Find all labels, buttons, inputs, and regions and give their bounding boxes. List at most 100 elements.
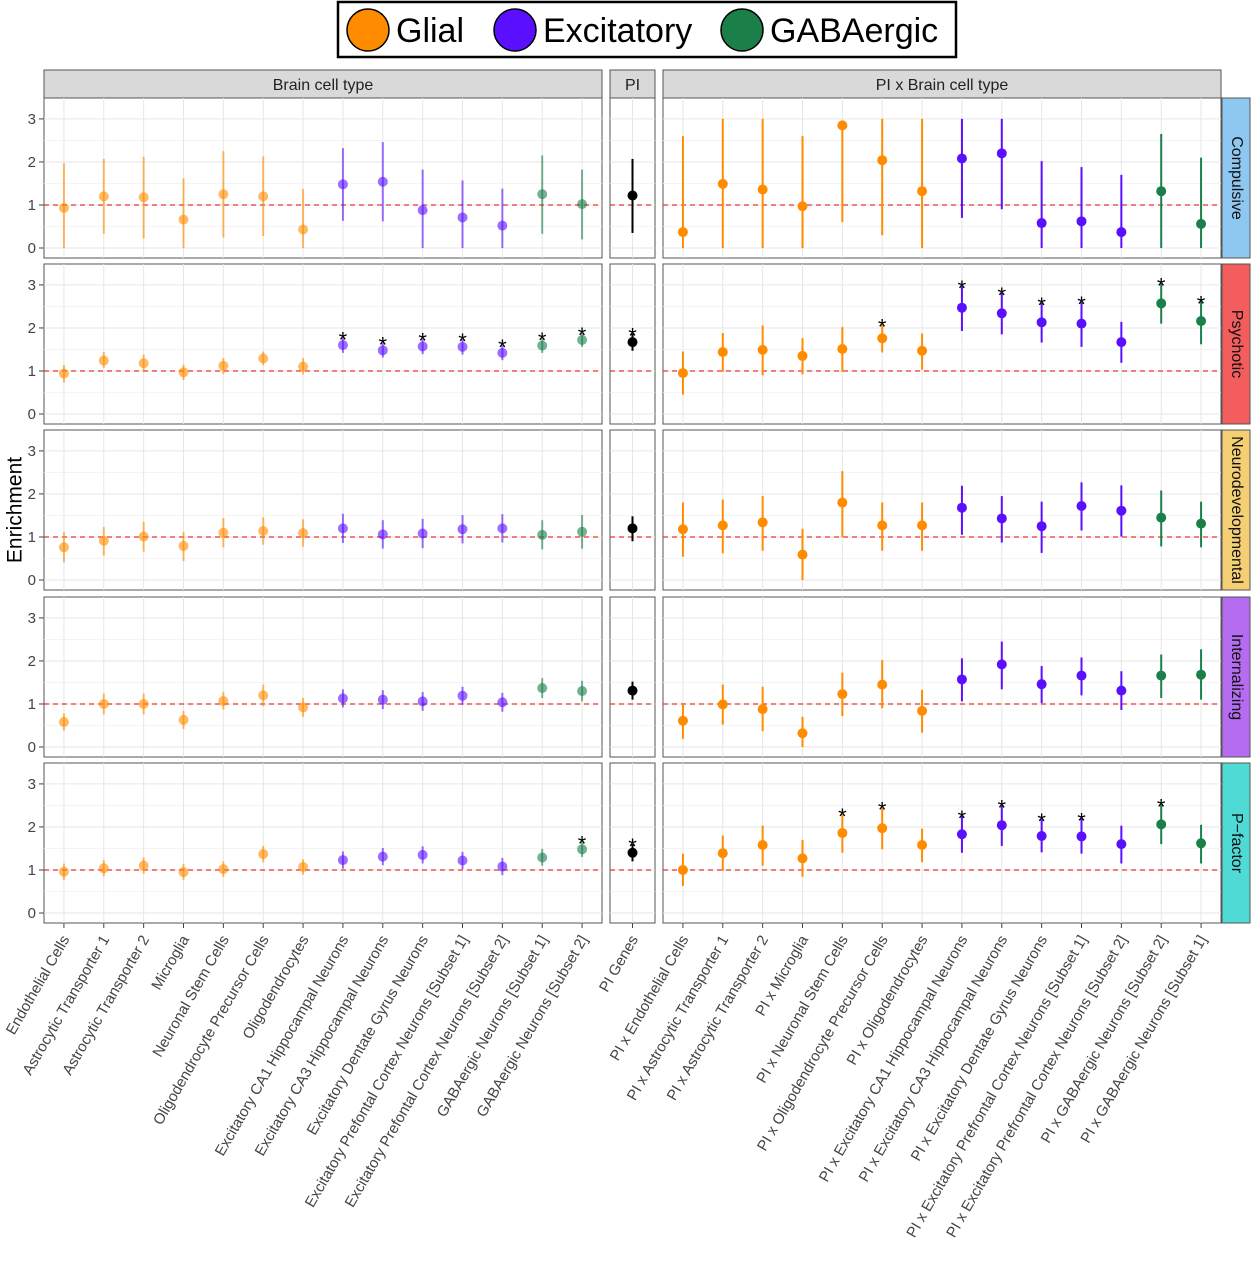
data-point (178, 214, 189, 225)
data-point (58, 542, 69, 553)
significance-star: * (958, 806, 967, 831)
data-point (1156, 512, 1167, 523)
data-point (1076, 831, 1087, 842)
data-point (677, 715, 688, 726)
data-point (1116, 839, 1127, 850)
data-point (457, 855, 468, 866)
data-point (98, 355, 109, 366)
panel-bg (43, 263, 603, 425)
data-point (178, 714, 189, 725)
data-point (717, 699, 728, 710)
legend-label-1: Excitatory (543, 12, 692, 50)
significance-star: * (1037, 293, 1046, 318)
panel-2-0 (43, 429, 603, 591)
significance-star: * (998, 283, 1007, 308)
data-point (717, 347, 728, 358)
data-point (497, 697, 508, 708)
column-strip-label-1: PI (625, 77, 640, 94)
data-point (457, 524, 468, 535)
y-tick-label-2-3: 3 (28, 443, 36, 460)
y-tick-label-0-1: 1 (28, 197, 36, 214)
data-point (218, 527, 229, 538)
data-point (717, 848, 728, 859)
data-point (577, 844, 588, 855)
data-point (1076, 318, 1087, 329)
data-point (258, 353, 269, 364)
column-strip-2 (662, 69, 1222, 99)
significance-star: * (1037, 809, 1046, 834)
data-point (298, 528, 309, 539)
data-point (917, 840, 928, 851)
data-point (1116, 505, 1127, 516)
data-point (757, 840, 768, 851)
data-point (877, 679, 888, 690)
data-point (1036, 830, 1047, 841)
data-point (497, 347, 508, 358)
panel-1-2: * * * * * * * (662, 263, 1222, 425)
data-point (497, 220, 508, 231)
data-point (1156, 298, 1167, 309)
x-tick-label: Microglia (148, 932, 193, 993)
panel-3-0 (43, 596, 603, 758)
data-point (98, 535, 109, 546)
data-point (627, 847, 638, 858)
column-strip-0 (43, 69, 603, 99)
y-tick-label-3-1: 1 (28, 696, 36, 713)
data-point (58, 866, 69, 877)
data-point (178, 541, 189, 552)
data-point (1076, 216, 1087, 227)
data-point (1156, 186, 1167, 197)
legend-key-1 (493, 8, 537, 52)
legend-box (336, 0, 958, 59)
data-point (58, 368, 69, 379)
significance-star: * (538, 328, 547, 353)
legend-label-2: GABAergic (770, 12, 938, 50)
data-point (457, 212, 468, 223)
y-tick-label-3-3: 3 (28, 610, 36, 627)
data-point (98, 863, 109, 874)
data-point (996, 659, 1007, 670)
y-tick-label-4-0: 0 (28, 905, 36, 922)
x-tick-label: PI x Excitatory CA1 Hippocampal Neurons (816, 933, 972, 1186)
data-point (956, 674, 967, 685)
data-point (1196, 316, 1207, 327)
data-point (457, 690, 468, 701)
panel-bg (43, 429, 603, 591)
data-point (218, 189, 229, 200)
data-point (917, 705, 928, 716)
row-strips: Compulsive Psychotic Neurodevelopmental Int… (1221, 97, 1251, 924)
row-strip-label-2: Neurodevelopmental (1228, 436, 1245, 584)
data-point (1156, 819, 1167, 830)
data-point (1036, 521, 1047, 532)
data-point (1196, 838, 1207, 849)
legend-key-2 (720, 8, 764, 52)
data-point (877, 520, 888, 531)
row-strip-0 (1221, 97, 1251, 259)
data-point (138, 358, 149, 369)
data-point (877, 155, 888, 166)
panel-0-0 (43, 97, 603, 259)
data-point (377, 345, 388, 356)
data-point (537, 340, 548, 351)
data-point (996, 513, 1007, 524)
data-point (877, 333, 888, 344)
panel-bg (662, 762, 1222, 924)
y-axis: Enrichment 0 1 2 3 0 1 2 3 0 1 2 3 0 1 2 3 0 1 2 3 (4, 111, 44, 922)
data-point (417, 205, 428, 216)
panel-4-0: * (43, 762, 603, 924)
data-point (627, 523, 638, 534)
data-point (996, 148, 1007, 159)
significance-star: * (339, 327, 348, 352)
column-strip-label-0: Brain cell type (273, 77, 374, 94)
significance-star: * (498, 335, 507, 360)
data-point (58, 202, 69, 213)
data-point (497, 523, 508, 534)
data-point (537, 529, 548, 540)
data-point (218, 360, 229, 371)
significance-star: * (878, 314, 887, 339)
data-point (627, 685, 638, 696)
data-point (337, 693, 348, 704)
y-tick-label-4-2: 2 (28, 819, 36, 836)
y-tick-label-1-3: 3 (28, 277, 36, 294)
